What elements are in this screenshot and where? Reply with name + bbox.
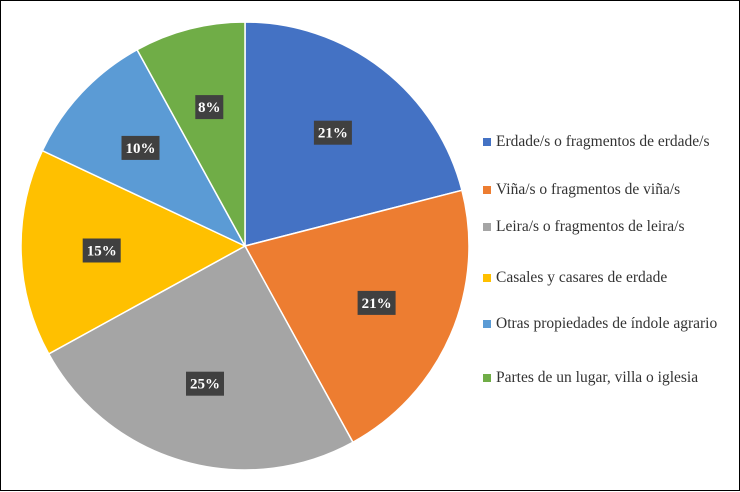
legend-label-casales: Casales y casares de erdade: [496, 269, 668, 286]
legend-swatch-partes: [483, 374, 491, 382]
legend-label-erdade: Erdade/s o fragmentos de erdade/s: [496, 133, 710, 150]
legend-item-otras: Otras propiedades de índole agrario: [483, 314, 735, 368]
data-label-erdade: 21%: [318, 126, 348, 142]
legend-label-leira: Leira/s o fragmentos de leira/s: [496, 218, 685, 235]
legend-item-vina: Viña/s o fragmentos de viña/s: [483, 180, 735, 217]
legend-swatch-erdade: [483, 138, 491, 146]
data-label-box-vina: [357, 290, 396, 315]
pie-slice-casales: [20, 149, 247, 355]
legend-swatch-vina: [483, 186, 491, 194]
legend-label-otras: Otras propiedades de índole agrario: [496, 315, 718, 332]
legend-item-partes: Partes de un lugar, villa o iglesia: [483, 368, 735, 390]
data-label-casales: 15%: [87, 244, 117, 260]
legend-label-vina: Viña/s o fragmentos de viña/s: [496, 181, 681, 198]
pie-slice-vina: [243, 189, 470, 444]
legend-item-leira: Leira/s o fragmentos de leira/s: [483, 217, 735, 268]
data-label-partes: 8%: [198, 100, 221, 116]
data-label-box-casales: [82, 238, 121, 263]
legend-item-casales: Casales y casares de erdade: [483, 268, 735, 314]
pie-slice-leira: [47, 244, 354, 471]
legend-swatch-leira: [483, 223, 491, 231]
legend-item-erdade: Erdade/s o fragmentos de erdade/s: [483, 132, 735, 180]
pie-slice-partes: [136, 21, 246, 247]
data-label-box-partes: [195, 95, 224, 120]
legend-swatch-casales: [483, 274, 491, 282]
pie-slice-erdade: [244, 21, 463, 247]
legend-swatch-otras: [483, 320, 491, 328]
chart-legend: Erdade/s o fragmentos de erdade/s Viña/s…: [483, 132, 735, 390]
legend-label-partes: Partes de un lugar, villa o iglesia: [496, 369, 699, 386]
data-label-leira: 25%: [190, 377, 220, 393]
data-label-box-otras: [121, 135, 160, 160]
data-label-box-erdade: [313, 120, 352, 145]
data-label-vina: 21%: [362, 296, 392, 312]
data-label-box-leira: [186, 371, 224, 396]
data-label-otras: 10%: [126, 141, 156, 157]
